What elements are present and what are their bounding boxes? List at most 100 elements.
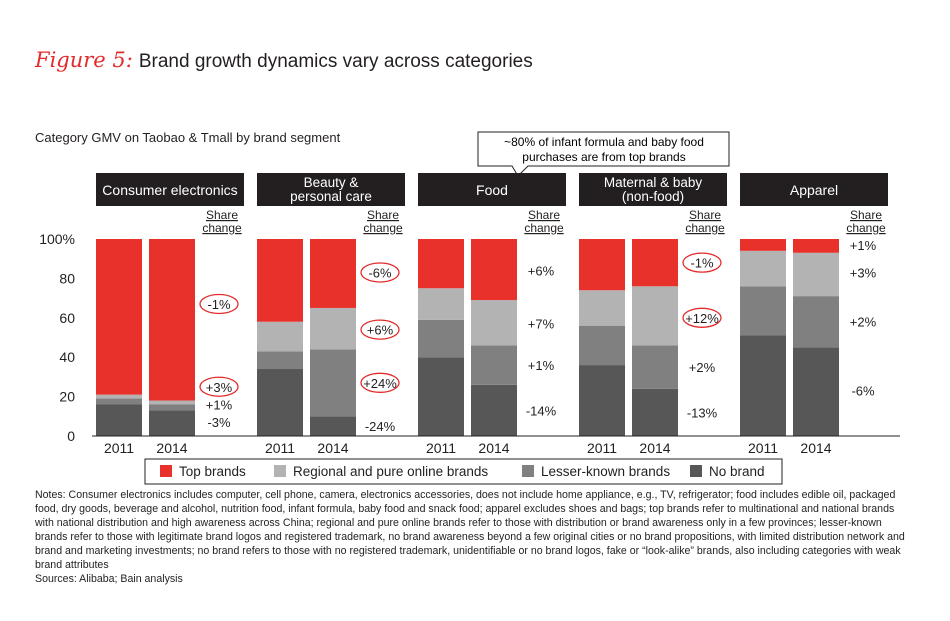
share-change-value: -1%	[207, 297, 231, 312]
bar-segment-top	[471, 239, 517, 301]
bar-segment-lesser	[96, 398, 142, 405]
y-tick-label: 40	[59, 349, 75, 365]
bar-segment-top	[632, 239, 678, 287]
legend-label: Lesser-known brands	[541, 464, 670, 479]
highlight-circle	[360, 372, 400, 393]
bar-segment-regional	[310, 307, 356, 350]
share-change-label: change	[524, 221, 564, 235]
legend-swatch	[160, 465, 172, 477]
page-title: Brand growth dynamics vary across catego…	[138, 51, 533, 72]
bar-segment-lesser	[257, 351, 303, 370]
bar-segment-top	[310, 239, 356, 308]
x-tick-label: 2011	[426, 440, 456, 456]
bar-segment-lesser	[149, 404, 195, 411]
legend-label: Top brands	[179, 464, 246, 479]
panel-title: Beauty &	[304, 175, 359, 190]
share-change-label: Share	[850, 208, 882, 222]
share-change-value: +3%	[850, 265, 877, 280]
highlight-circle	[360, 262, 400, 283]
y-tick-label: 20	[59, 389, 75, 405]
stacked-bar-chart: ~80% of infant formula and baby food pur…	[39, 131, 900, 485]
x-tick-label: 2014	[317, 440, 348, 456]
panel-title: personal care	[290, 189, 372, 204]
highlight-circle	[682, 307, 722, 328]
legend-swatch	[690, 465, 702, 477]
bar-segment-top	[257, 239, 303, 322]
panel-header	[740, 173, 888, 206]
bar-segment-nobrand	[793, 347, 839, 436]
bar-segment-nobrand	[632, 388, 678, 436]
y-tick-label: 100%	[39, 231, 75, 247]
share-change-label: change	[846, 221, 886, 235]
bar-segment-top	[579, 239, 625, 291]
panel-title: (non-food)	[622, 189, 684, 204]
share-change-value: -6%	[851, 384, 875, 399]
panel-header	[96, 173, 244, 206]
x-tick-label: 2014	[639, 440, 670, 456]
legend: Top brands Regional and pure online brand…	[144, 458, 783, 485]
y-axis: 100% 80 60 40 20 0	[39, 231, 75, 444]
bar-segment-regional	[632, 286, 678, 346]
bar-segment-top	[149, 239, 195, 401]
legend-swatch	[274, 465, 286, 477]
chart-subtitle: Category GMV on Taobao & Tmall by brand …	[35, 130, 341, 145]
x-tick-label: 2014	[478, 440, 509, 456]
share-change-value: +2%	[850, 315, 877, 330]
bar-segment-lesser	[310, 349, 356, 417]
share-change-value: +1%	[206, 397, 233, 412]
share-change-label: Share	[528, 208, 560, 222]
bar-segment-top	[418, 239, 464, 289]
x-tick-label: 2011	[104, 440, 134, 456]
bar-segment-lesser	[632, 345, 678, 389]
panel-title: Maternal & baby	[604, 175, 703, 190]
x-tick-label: 2011	[265, 440, 295, 456]
bar-segment-nobrand	[310, 416, 356, 436]
share-change-value: -1%	[690, 256, 714, 271]
bar-segment-top	[793, 239, 839, 253]
legend-swatch	[522, 465, 534, 477]
callout-line-1: ~80% of infant formula and baby food	[504, 135, 704, 149]
bar-segment-top	[96, 239, 142, 395]
y-tick-label: 0	[67, 428, 75, 444]
share-change-value: +6%	[528, 264, 555, 279]
share-change-label: change	[685, 221, 725, 235]
bar-segment-regional	[257, 321, 303, 352]
bar-segment-nobrand	[418, 357, 464, 436]
share-change-value: +24%	[363, 376, 397, 391]
notes-text: Notes: Consumer electronics includes com…	[35, 489, 905, 571]
bar-segment-regional	[471, 300, 517, 346]
highlight-circle	[199, 293, 239, 315]
share-change-label: change	[363, 221, 403, 235]
panel-title: Consumer electronics	[102, 182, 237, 198]
bar-segment-lesser	[471, 345, 517, 385]
notes-block: Notes: Consumer electronics includes com…	[35, 488, 915, 586]
bar-segment-nobrand	[257, 369, 303, 436]
highlight-circle	[199, 376, 239, 397]
legend-box	[144, 458, 783, 485]
bar-segment-regional	[793, 252, 839, 297]
share-change-label: Share	[206, 208, 238, 222]
bar-segment-lesser	[579, 325, 625, 366]
bar-segment-lesser	[793, 296, 839, 348]
x-tick-label: 2011	[748, 440, 778, 456]
share-change-label: Share	[689, 208, 721, 222]
share-change-value: +12%	[685, 311, 719, 326]
panel-title: Food	[476, 182, 508, 198]
bar-segment-lesser	[740, 286, 786, 336]
x-tick-label: 2011	[587, 440, 617, 456]
sources-text: Sources: Alibaba; Bain analysis	[35, 573, 183, 585]
callout-line-2: purchases are from top brands	[522, 150, 685, 164]
highlight-circle	[682, 252, 722, 273]
bar-segment-regional	[579, 290, 625, 326]
share-change-value: +6%	[367, 323, 394, 338]
share-change-value: -24%	[365, 419, 396, 434]
share-change-value: +2%	[689, 360, 716, 375]
panel-header	[257, 173, 405, 206]
share-change-label: Share	[367, 208, 399, 222]
legend-label: Regional and pure online brands	[293, 464, 488, 479]
y-tick-label: 60	[59, 310, 75, 326]
